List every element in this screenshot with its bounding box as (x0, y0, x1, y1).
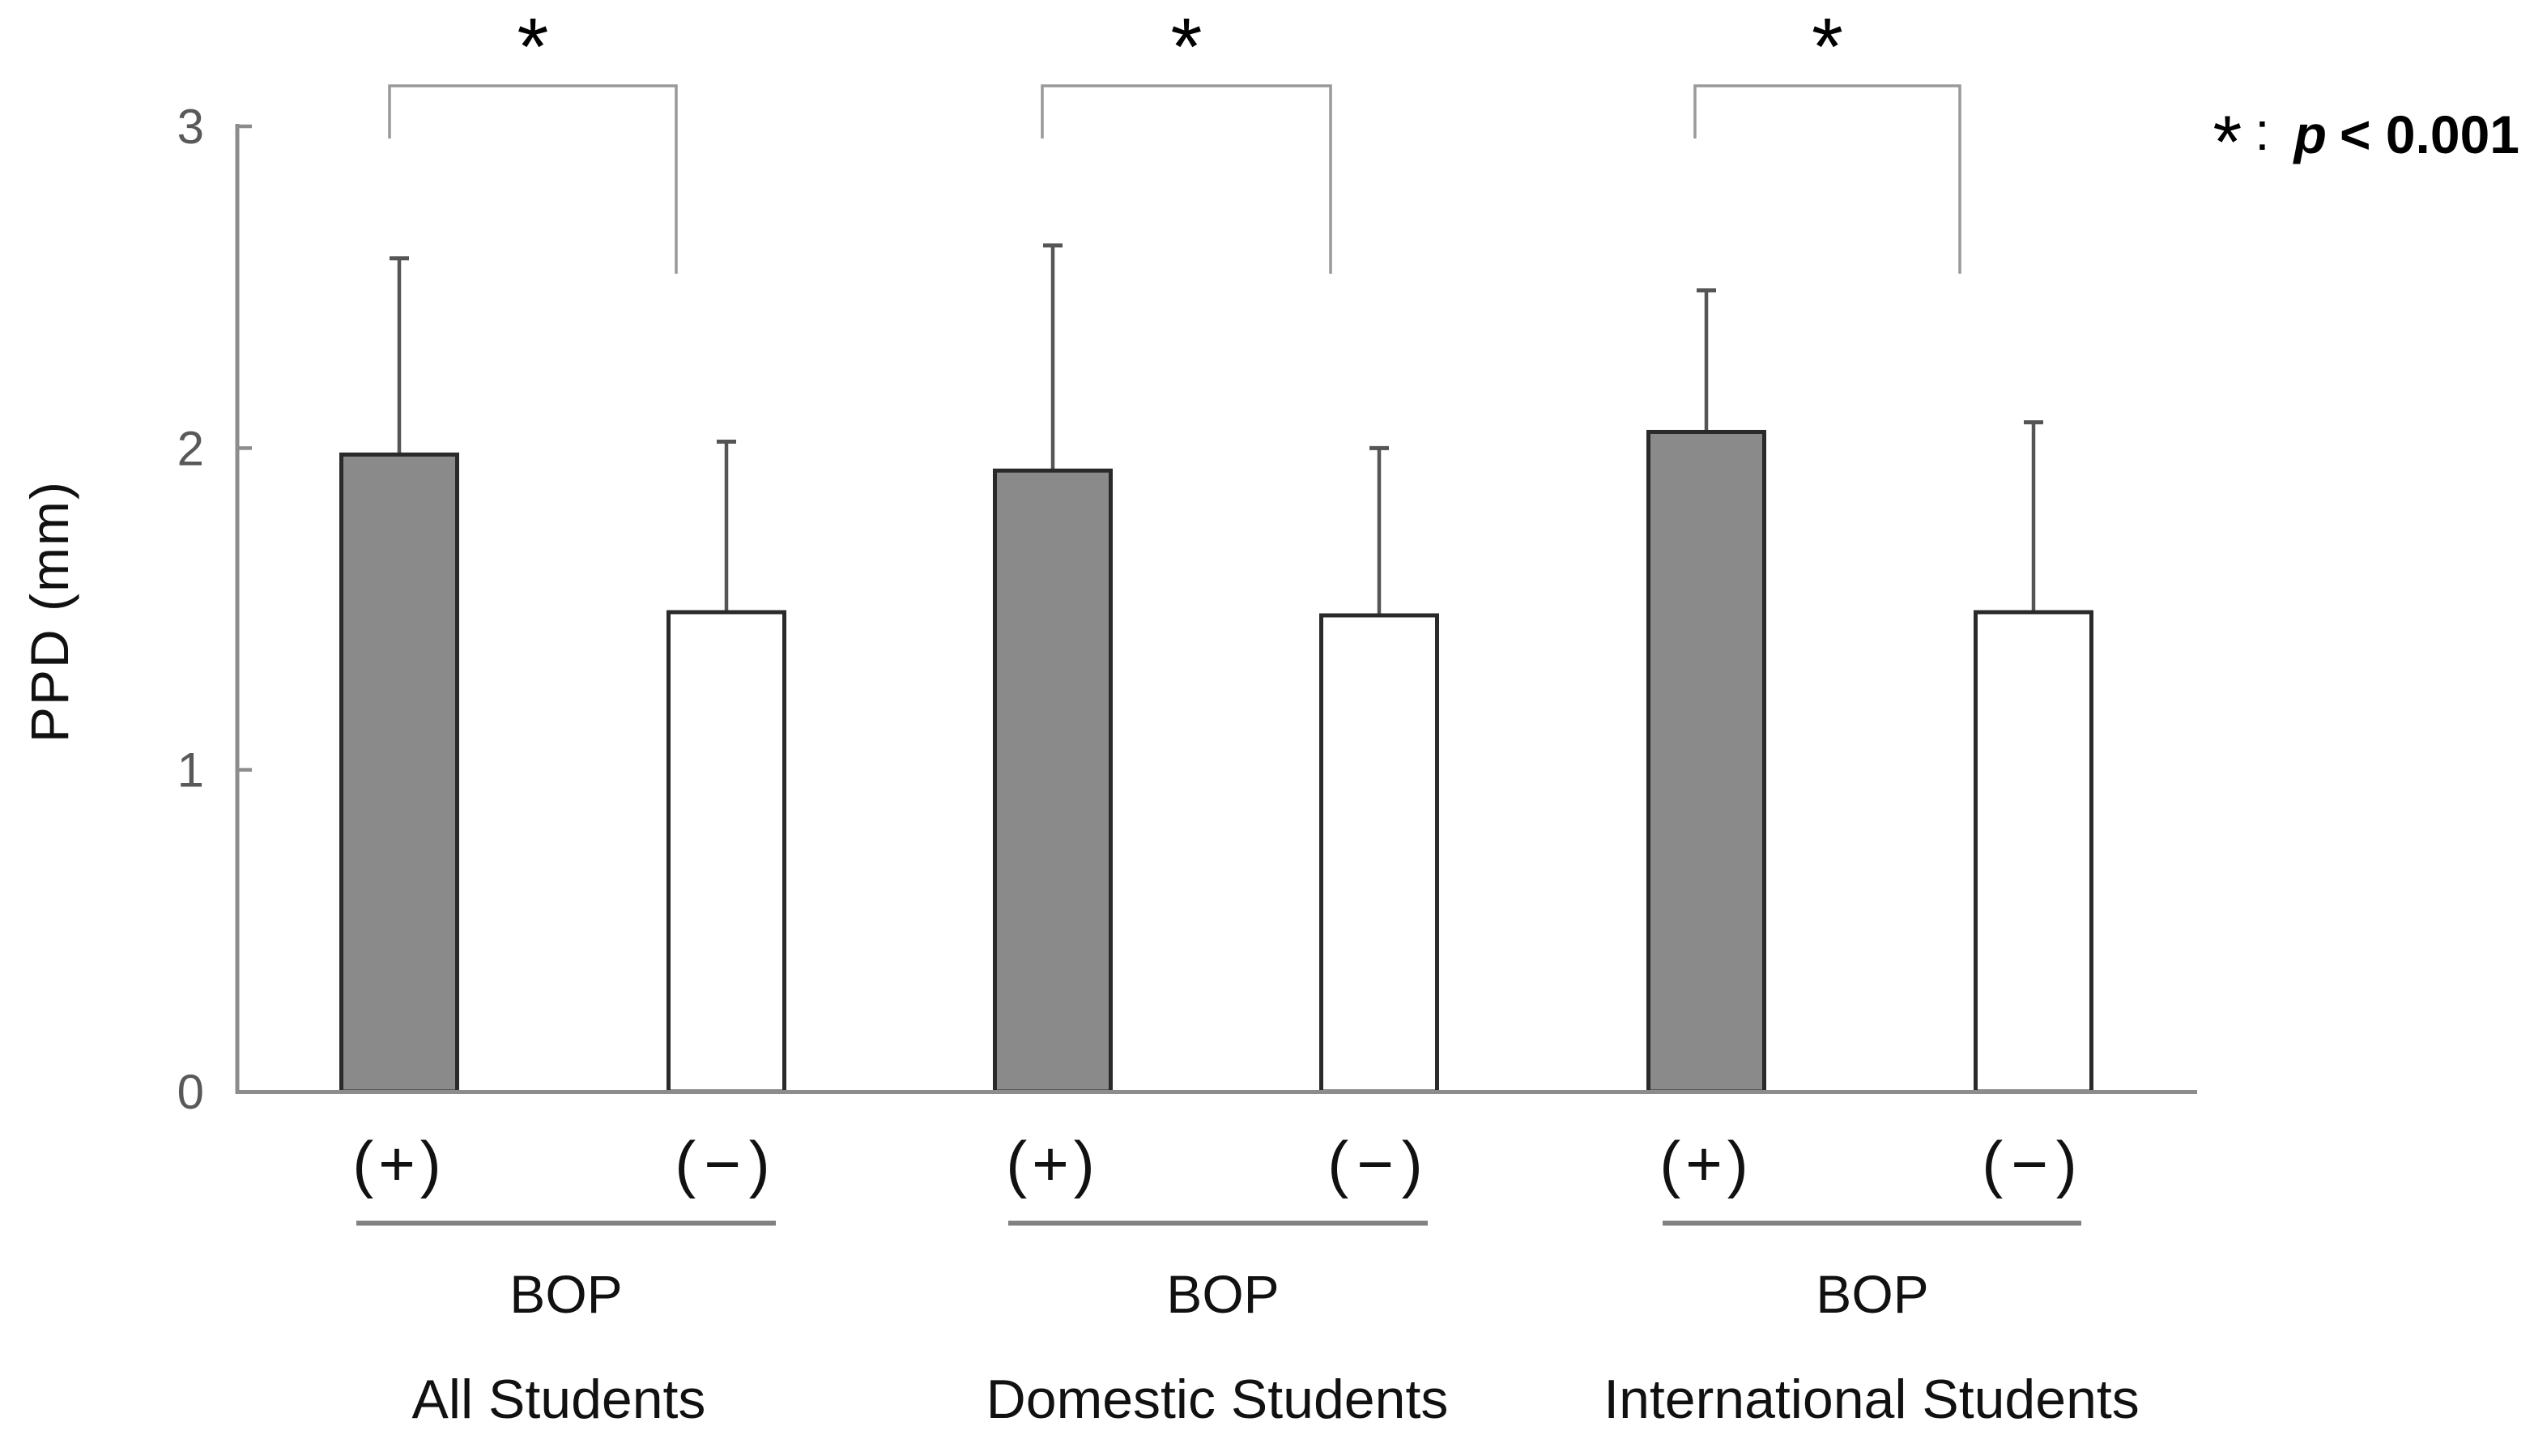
x-label-bop-negative-group3: (−) (1982, 1128, 2085, 1199)
significance-bracket-3 (1693, 84, 1961, 274)
bar-bop-positive-group2 (993, 468, 1113, 1094)
significance-bracket-2 (1041, 84, 1332, 274)
x-label-bop-negative-group2: (−) (1327, 1128, 1431, 1199)
bar-bop-positive-group3 (1646, 429, 1766, 1094)
bar-bop-negative-group2 (1319, 613, 1439, 1094)
bop-label-group1: BOP (509, 1264, 622, 1324)
y-tick-label-0: 0 (177, 1065, 204, 1119)
y-tick-label-1: 1 (177, 743, 204, 798)
significance-asterisk-2: * (1171, 2, 1203, 92)
group-name-label-3: International Students (1603, 1369, 2140, 1430)
x-label-bop-positive-group3: (+) (1659, 1128, 1753, 1199)
bar-bop-negative-group1 (667, 610, 786, 1094)
bar-bop-negative-group3 (1974, 610, 2093, 1094)
legend-p-symbol: p (2293, 104, 2327, 164)
significance-legend: * : p < 0.001 (2212, 101, 2519, 184)
group-name-label-2: Domestic Students (986, 1369, 1449, 1430)
x-label-bop-positive-group2: (+) (1006, 1128, 1100, 1199)
y-tick-label-2: 2 (177, 421, 204, 475)
x-label-bop-negative-group1: (−) (675, 1128, 778, 1199)
bop-label-group2: BOP (1166, 1264, 1279, 1324)
legend-p-value: < 0.001 (2339, 104, 2519, 164)
group-name-label-1: All Students (412, 1369, 706, 1430)
significance-bracket-1 (388, 84, 678, 274)
significance-asterisk-1: * (517, 2, 549, 92)
y-tick-label-3: 3 (177, 100, 204, 154)
significance-asterisk-3: * (1812, 2, 1843, 92)
legend-colon: : (2255, 101, 2270, 161)
x-label-bop-positive-group1: (+) (352, 1128, 446, 1199)
bop-label-group3: BOP (1816, 1264, 1928, 1324)
y-axis-title: PPD (mm) (19, 480, 79, 743)
bar-bop-positive-group1 (339, 452, 459, 1094)
